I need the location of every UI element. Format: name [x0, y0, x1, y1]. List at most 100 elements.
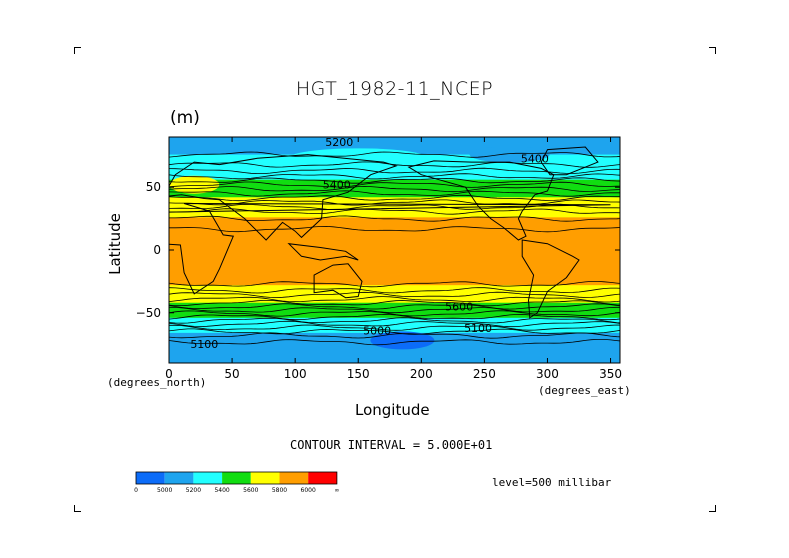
colorbar-tick-label: 6000: [301, 487, 316, 494]
x-tick-label: 150: [347, 367, 370, 381]
corner-mark-bottom-left: [74, 505, 81, 512]
colorbar-tick-label: 5600: [243, 487, 258, 494]
contour-line: [169, 324, 620, 331]
heat-band: [169, 275, 620, 279]
contour-line: [169, 320, 620, 328]
contour-line: [169, 199, 620, 206]
contour-line: [169, 177, 620, 184]
contour-label: 5400: [521, 152, 549, 165]
heat-anomaly: [469, 146, 550, 163]
heat-band: [169, 265, 620, 269]
contour-line: [169, 310, 620, 317]
colorbar-tick-label: 5000: [157, 487, 172, 494]
level-note: level=500 millibar: [492, 476, 612, 489]
heat-band: [169, 192, 620, 196]
heat-band: [169, 229, 620, 234]
heat-band: [169, 302, 620, 306]
heat-band: [169, 169, 620, 173]
x-tick-label: 350: [599, 367, 622, 381]
y-unit-note: (degrees_north): [107, 376, 207, 389]
heat-band: [169, 317, 620, 321]
heat-anomaly: [169, 175, 220, 194]
heat-anomaly: [288, 148, 429, 169]
heat-band: [169, 290, 620, 294]
heat-band: [169, 147, 620, 151]
heat-band: [169, 360, 620, 363]
heat-band: [169, 194, 620, 198]
x-axis-label: Longitude: [355, 401, 430, 419]
colorbar-tick-label: 5200: [186, 487, 201, 494]
heat-band: [169, 347, 620, 352]
heat-band: [169, 300, 620, 304]
heat-band: [169, 137, 620, 141]
colorbar-swatch: [279, 472, 309, 484]
contour-line: [169, 181, 620, 188]
coastline-africa: [169, 203, 611, 295]
heat-band: [169, 144, 620, 148]
contour-line: [169, 281, 620, 288]
heat-band: [169, 167, 620, 171]
contour-line: [169, 296, 620, 303]
contour-line: [169, 332, 620, 339]
coastline-eurasia: [169, 154, 398, 241]
heat-band: [169, 177, 620, 181]
heat-band: [169, 242, 620, 246]
contour-line: [169, 194, 620, 202]
y-ticks: 50 0 −50: [136, 180, 620, 320]
heat-band: [169, 189, 620, 193]
y-axis-label: Latitude: [105, 213, 124, 275]
colorbar-tick-label: 0: [134, 487, 138, 494]
heat-anomaly: [370, 331, 435, 350]
heat-band: [169, 307, 620, 311]
colorbar-frame: [135, 471, 338, 485]
coastline-greenland: [540, 146, 599, 176]
heat-band: [169, 292, 620, 296]
heat-anomaly: [265, 164, 326, 181]
heat-band: [169, 297, 620, 301]
contour-line: [169, 161, 620, 168]
contour-line: [169, 190, 620, 197]
heat-band: [169, 355, 620, 359]
x-tick-label: 250: [473, 367, 496, 381]
heat-band: [169, 262, 620, 266]
heat-band: [169, 204, 620, 208]
contour-label: 5100: [190, 338, 218, 351]
coastline-australia: [313, 263, 363, 299]
x-tick-label: 100: [284, 367, 307, 381]
contour-line: [169, 306, 620, 314]
heat-band: [169, 234, 620, 239]
x-tick-label: 0: [165, 367, 173, 381]
heat-band: [169, 142, 620, 146]
coastlines: [169, 146, 611, 319]
contour-line: [169, 300, 620, 307]
contour-line: [169, 303, 620, 310]
contour-interval-note: CONTOUR INTERVAL = 5.000E+01: [290, 438, 493, 452]
contour-line: [169, 173, 620, 180]
heat-band: [169, 327, 620, 331]
contour-line: [169, 291, 620, 299]
heat-band: [169, 219, 620, 223]
colorbar-swatch: [164, 472, 194, 484]
heat-band: [169, 172, 620, 176]
x-unit-note: (degrees_east): [538, 384, 631, 397]
heat-band: [169, 224, 620, 228]
heat-band: [169, 287, 620, 291]
y-tick-label: −50: [136, 306, 161, 320]
colorbar-swatch: [250, 472, 280, 484]
contour-line: [169, 225, 620, 233]
x-tick-label: 50: [224, 367, 239, 381]
contour-lines: [169, 151, 620, 346]
heat-band: [169, 280, 620, 284]
heat-band: [169, 270, 620, 274]
contour-label: 5200: [325, 136, 353, 149]
heat-band: [169, 305, 620, 309]
heat-band: [169, 239, 620, 244]
colorbar-tick-label: ∞: [334, 487, 339, 494]
heat-band: [169, 282, 620, 286]
heat-band: [169, 247, 620, 251]
heat-band: [169, 184, 620, 188]
coastline-maritime: [287, 243, 359, 261]
x-tick-label: 200: [410, 367, 433, 381]
x-ticks: 0 50 100 150 200 250 300 350: [165, 137, 622, 381]
